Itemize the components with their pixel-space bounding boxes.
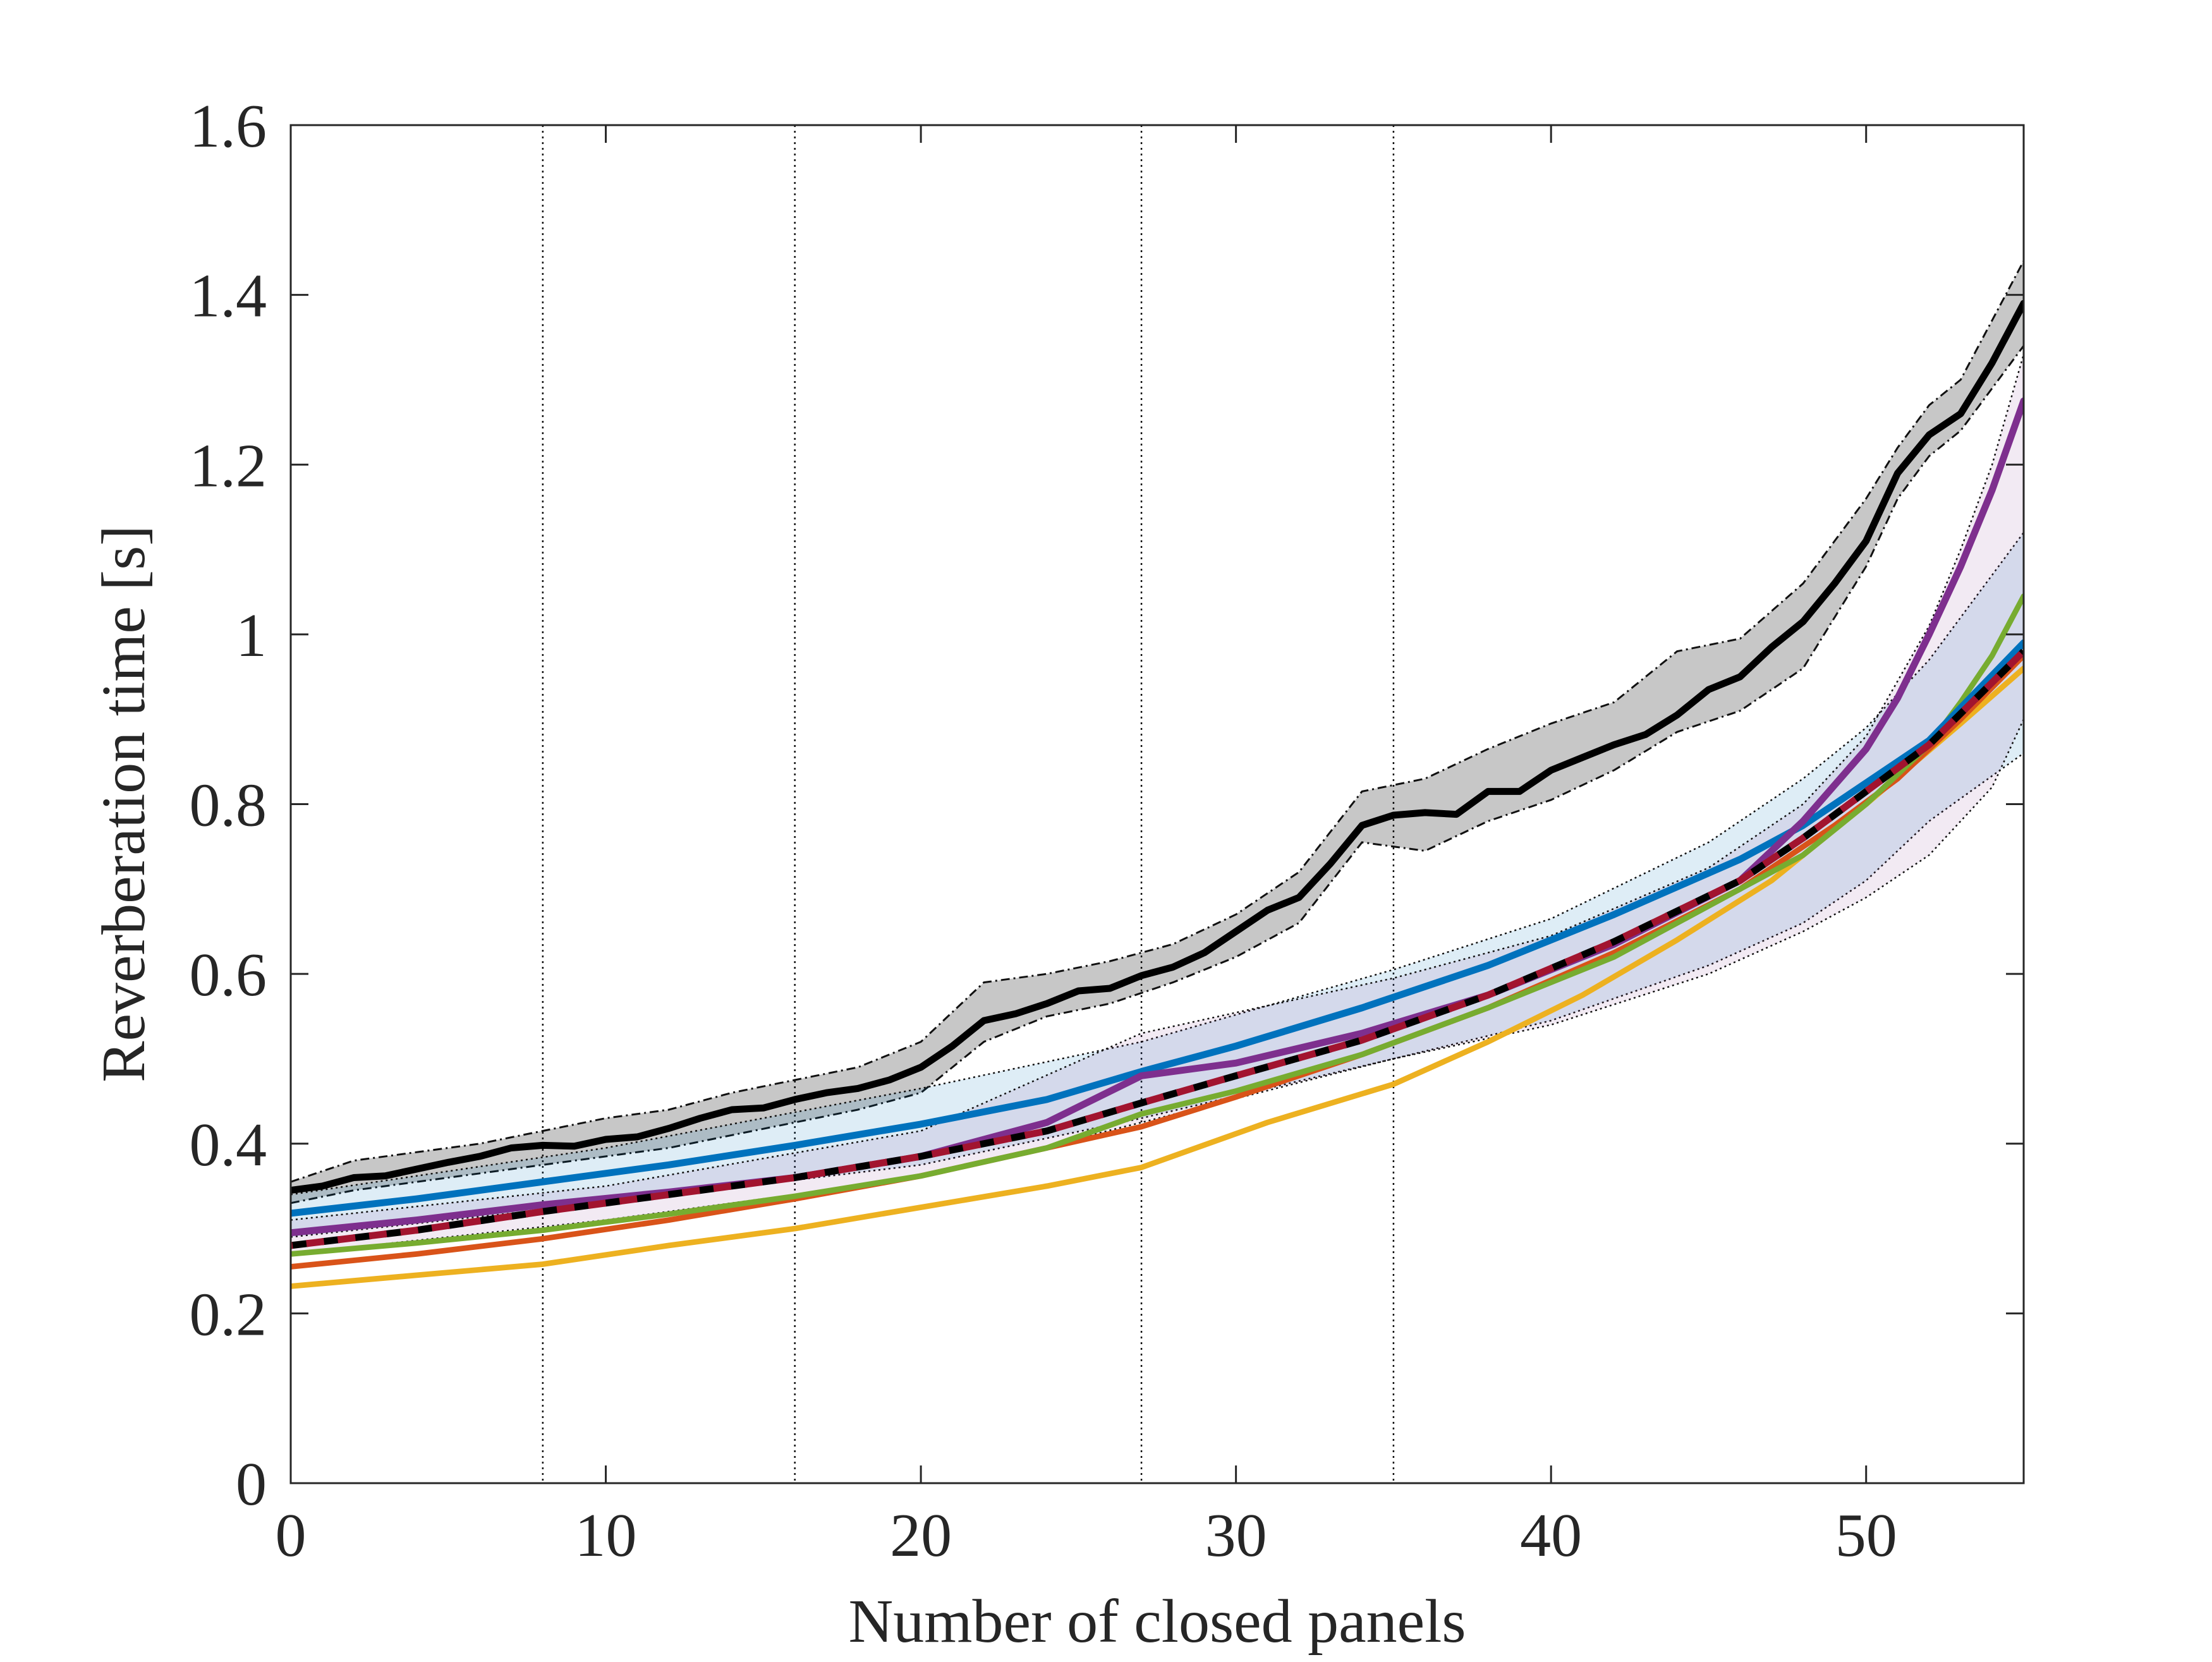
band-lower-blue-range xyxy=(291,752,2024,1238)
band-upper-black-measured-range xyxy=(291,260,2024,1183)
band-lower-black-measured-range xyxy=(291,345,2024,1204)
series-line-black-measured xyxy=(291,300,2024,1194)
x-tick-label: 10 xyxy=(575,1501,637,1570)
x-tick-label: 0 xyxy=(276,1501,307,1570)
y-tick-label: 0.8 xyxy=(190,772,267,840)
series-line-black-dashed-model xyxy=(291,648,2024,1249)
series-line-maroon-dashed-model xyxy=(291,648,2024,1249)
x-axis-label: Number of closed panels xyxy=(849,1587,1466,1656)
x-tick-label: 30 xyxy=(1205,1501,1267,1570)
y-tick-label: 1 xyxy=(236,602,267,670)
y-tick-label: 0.6 xyxy=(190,941,267,1009)
series-line-blue xyxy=(291,639,2024,1217)
y-tick-label: 1.4 xyxy=(190,262,267,331)
y-tick-label: 0.2 xyxy=(190,1280,267,1349)
y-tick-label: 1.6 xyxy=(190,92,267,161)
x-tick-label: 50 xyxy=(1835,1501,1897,1570)
y-tick-label: 1.2 xyxy=(190,432,267,500)
band-upper-purple-range xyxy=(291,354,2024,1221)
band-upper-blue-range xyxy=(291,531,2024,1196)
y-tick-label: 0 xyxy=(236,1450,267,1519)
plot-area xyxy=(291,125,2024,1483)
y-tick-label: 0.4 xyxy=(190,1111,267,1179)
series-lines xyxy=(291,300,2024,1289)
x-tick-label: 40 xyxy=(1520,1501,1582,1570)
axes: 0 10 20 30 40 50 0 0.2 0.4 0.6 0.8 1 1.2 1.4 1.6 xyxy=(190,92,2025,1570)
y-axis-label: Reverberation time [s] xyxy=(90,525,158,1083)
x-tick-label: 20 xyxy=(890,1501,952,1570)
